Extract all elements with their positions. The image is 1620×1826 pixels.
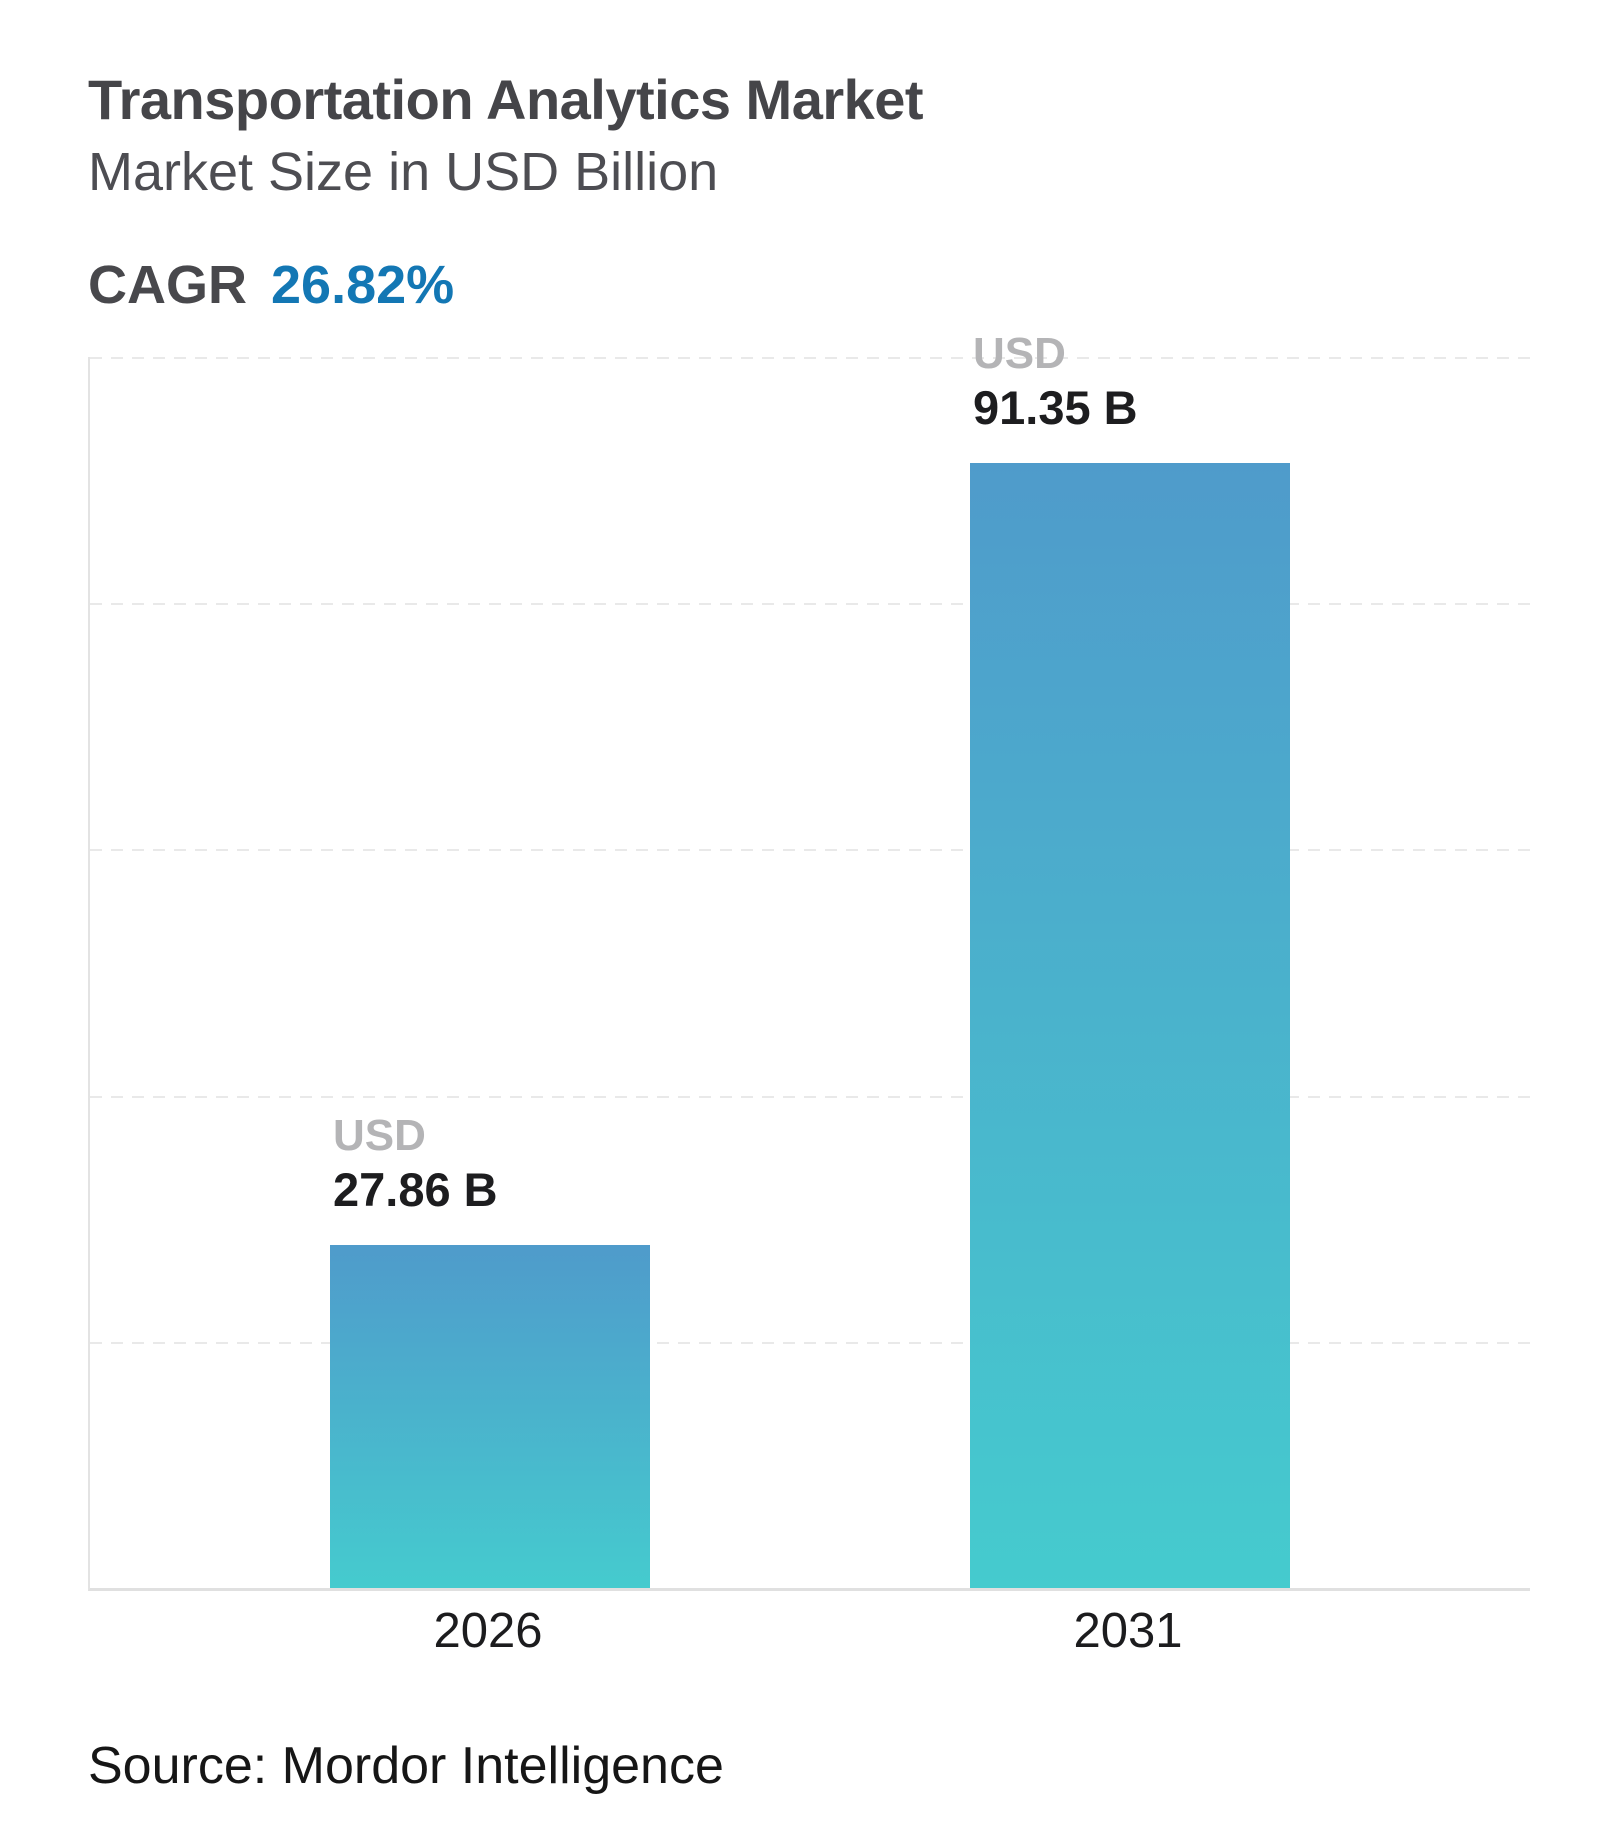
gridline-100	[90, 357, 1530, 359]
bar-group-2031: USD 91.35 B	[970, 329, 1290, 1588]
cagr-label: CAGR	[88, 255, 247, 315]
x-axis-label-2026: 2026	[433, 1604, 543, 1658]
bar-chart-plot-area: USD 27.86 B USD 91.35 B	[88, 329, 1530, 1591]
bar-value-label-2031: USD 91.35 B	[973, 328, 1138, 436]
cagr-value: 26.82%	[271, 255, 455, 315]
gridline-20	[90, 1341, 1530, 1344]
bar-currency-label: USD	[973, 329, 1066, 379]
bar-amount-label: 91.35 B	[973, 381, 1138, 435]
gridline-60	[90, 849, 1530, 852]
gridline-40	[90, 1095, 1530, 1098]
source-attribution: Source: Mordor Intelligence	[88, 1737, 724, 1795]
x-axis: 2026 2031	[88, 1603, 1530, 1659]
x-axis-label-2031: 2031	[1073, 1604, 1183, 1658]
bar-value-label-2026: USD 27.86 B	[333, 1110, 498, 1218]
bar-2031	[970, 463, 1290, 1588]
chart-subtitle: Market Size in USD Billion	[88, 142, 719, 202]
chart-title: Transportation Analytics Market	[88, 68, 924, 131]
bar-group-2026: USD 27.86 B	[330, 357, 650, 1588]
bar-currency-label: USD	[333, 1111, 426, 1161]
cagr-row: CAGR 26.82%	[88, 252, 1530, 318]
gridline-80	[90, 603, 1530, 606]
bar-2026	[330, 1245, 650, 1588]
bar-amount-label: 27.86 B	[333, 1163, 498, 1217]
